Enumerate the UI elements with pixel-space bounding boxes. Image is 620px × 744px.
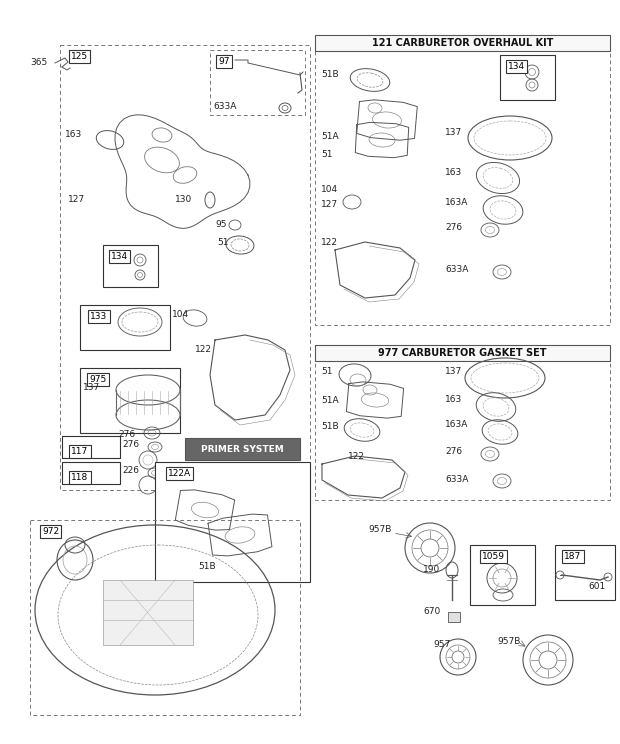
Text: 670: 670 (423, 607, 440, 616)
Bar (470, 545, 535, 605)
Text: 633A: 633A (445, 475, 468, 484)
Text: 104: 104 (321, 185, 338, 194)
Text: 51: 51 (217, 238, 229, 247)
Bar (103, 580, 193, 645)
Text: 127: 127 (321, 200, 338, 209)
Text: 104: 104 (172, 310, 189, 319)
Text: 977 CARBURETOR GASKET SET: 977 CARBURETOR GASKET SET (378, 348, 547, 358)
Text: 163A: 163A (445, 420, 468, 429)
Bar (315, 35, 610, 51)
Text: 51B: 51B (198, 562, 216, 571)
Text: 125: 125 (71, 52, 88, 61)
Text: 95: 95 (215, 220, 226, 229)
Bar (185, 438, 300, 460)
Bar (315, 345, 610, 361)
Text: 133: 133 (90, 312, 107, 321)
Text: 134: 134 (111, 252, 128, 261)
Bar (555, 545, 615, 600)
Text: 1059: 1059 (482, 552, 505, 561)
Text: 137: 137 (445, 367, 463, 376)
Text: 163: 163 (445, 168, 463, 177)
Text: 226: 226 (122, 466, 139, 475)
Text: 122: 122 (321, 238, 338, 247)
Text: 190: 190 (423, 565, 440, 574)
Text: 957B: 957B (497, 637, 520, 646)
Text: 633A: 633A (213, 102, 236, 111)
Text: 137: 137 (445, 128, 463, 137)
Bar (500, 55, 555, 100)
Text: 187: 187 (564, 552, 582, 561)
Bar (60, 45, 310, 490)
Text: 163A: 163A (445, 198, 468, 207)
Bar (315, 345, 610, 500)
Text: 122: 122 (348, 452, 365, 461)
Text: 51A: 51A (321, 396, 339, 405)
Text: 97: 97 (218, 57, 229, 66)
Text: 117: 117 (71, 447, 88, 456)
Text: 122: 122 (195, 345, 212, 354)
Text: 975: 975 (89, 375, 106, 384)
Bar (62, 462, 120, 484)
Text: 365: 365 (30, 58, 47, 67)
Text: 130: 130 (175, 195, 192, 204)
Text: 137: 137 (83, 383, 100, 392)
Bar (30, 520, 300, 715)
Bar (210, 50, 305, 115)
Text: 957B: 957B (368, 525, 391, 534)
Text: 51A: 51A (321, 132, 339, 141)
Text: 134: 134 (508, 62, 525, 71)
Text: 276: 276 (445, 447, 462, 456)
Text: 957: 957 (433, 640, 450, 649)
Text: 51B: 51B (321, 70, 339, 79)
Text: 127: 127 (68, 195, 85, 204)
Text: 51B: 51B (321, 422, 339, 431)
Bar (155, 462, 310, 582)
Text: 122A: 122A (168, 469, 191, 478)
Bar (315, 35, 610, 325)
Text: 51: 51 (321, 150, 332, 159)
Text: 633A: 633A (445, 265, 468, 274)
Text: 163: 163 (445, 395, 463, 404)
Text: 601: 601 (588, 582, 605, 591)
Text: 51: 51 (321, 367, 332, 376)
Bar (62, 436, 120, 458)
Text: 163: 163 (65, 130, 82, 139)
Bar (80, 305, 170, 350)
Bar (448, 612, 460, 622)
Text: 276: 276 (118, 430, 135, 439)
Text: 118: 118 (71, 473, 88, 482)
Text: 972: 972 (42, 527, 59, 536)
Bar (80, 368, 180, 433)
Text: 276: 276 (445, 223, 462, 232)
Text: 276: 276 (122, 440, 139, 449)
Text: 121 CARBURETOR OVERHAUL KIT: 121 CARBURETOR OVERHAUL KIT (372, 38, 553, 48)
Bar (103, 245, 158, 287)
Text: PRIMER SYSTEM: PRIMER SYSTEM (201, 444, 284, 454)
